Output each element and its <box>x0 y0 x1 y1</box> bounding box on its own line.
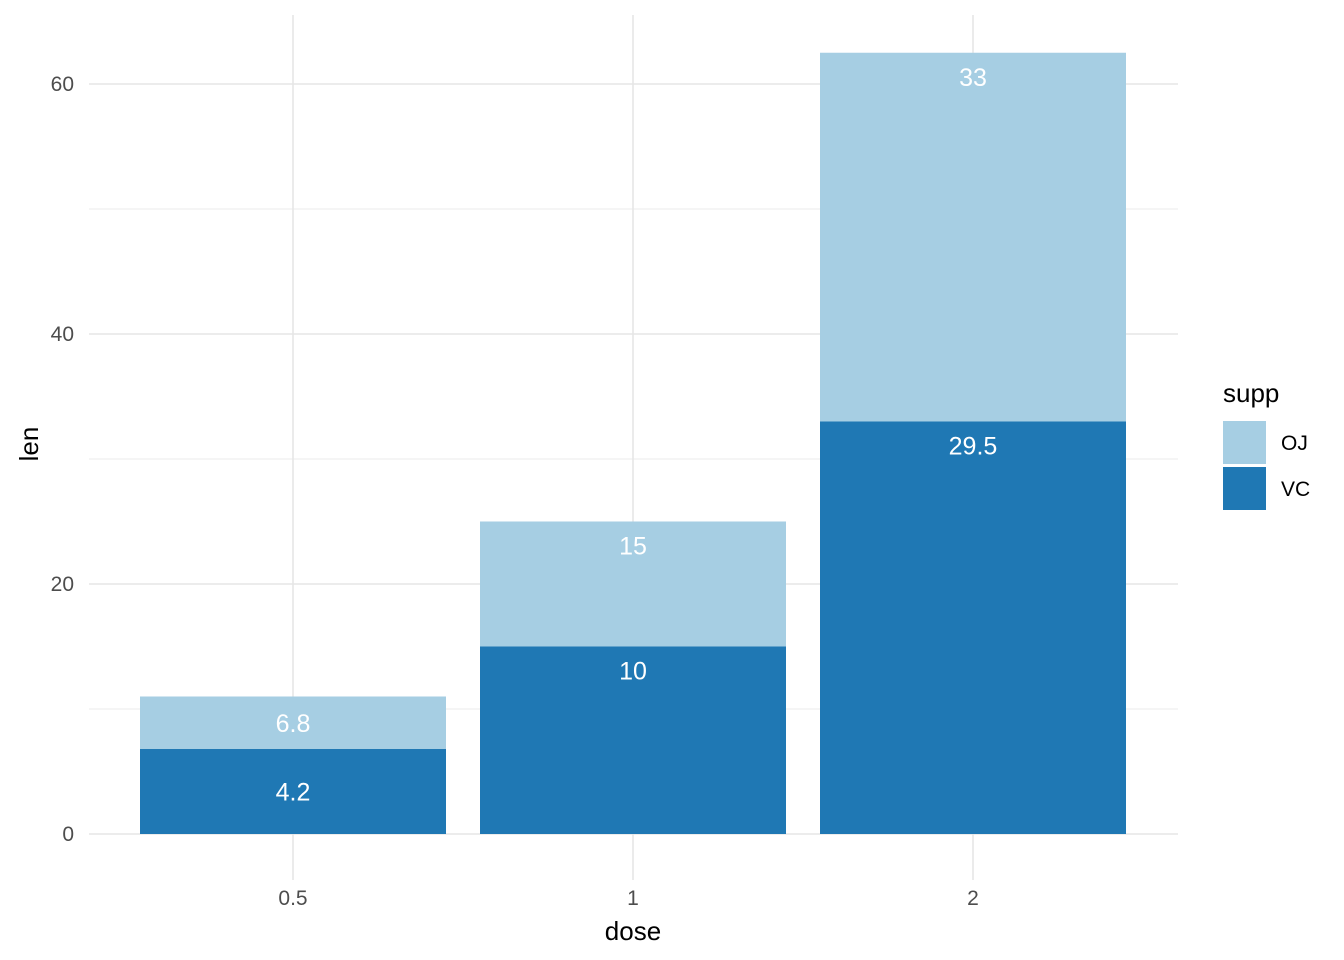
data-label: 29.5 <box>949 433 998 461</box>
bar-segment-oj <box>820 52 1126 422</box>
y-tick-label: 40 <box>51 323 74 346</box>
data-label: 33 <box>959 64 987 92</box>
x-axis-title: dose <box>605 916 661 946</box>
bars-layer <box>140 52 1126 834</box>
legend-label-vc: VC <box>1281 478 1310 501</box>
legend-items: OJ VC <box>1223 421 1310 510</box>
bar-segment-vc <box>820 421 1126 834</box>
legend-title: supp <box>1223 378 1279 408</box>
legend-swatch-oj <box>1223 421 1266 464</box>
legend-swatch-vc <box>1223 467 1266 510</box>
x-tick-label: 1 <box>627 887 639 910</box>
data-labels-layer: 4.2 10 29.5 6.8 15 33 <box>276 64 998 807</box>
x-tick-label: 0.5 <box>278 887 307 910</box>
y-axis-title: len <box>14 427 44 462</box>
x-tick-label: 2 <box>967 887 979 910</box>
y-axis-tick-labels: 0 20 40 60 <box>51 73 74 846</box>
legend-label-oj: OJ <box>1281 432 1308 455</box>
y-tick-label: 20 <box>51 573 74 596</box>
bar-segment-oj <box>480 521 786 647</box>
y-tick-label: 0 <box>62 823 74 846</box>
bar-segment-oj <box>140 696 446 749</box>
data-label: 6.8 <box>276 710 311 738</box>
x-axis-tick-labels: 0.5 1 2 <box>278 887 978 910</box>
bar-segment-vc <box>480 646 786 834</box>
legend: supp OJ VC <box>1223 378 1310 510</box>
y-tick-label: 60 <box>51 73 74 96</box>
bar-segment-vc <box>140 749 446 834</box>
data-label: 4.2 <box>276 779 311 807</box>
data-label: 15 <box>619 533 647 561</box>
data-label: 10 <box>619 658 647 686</box>
